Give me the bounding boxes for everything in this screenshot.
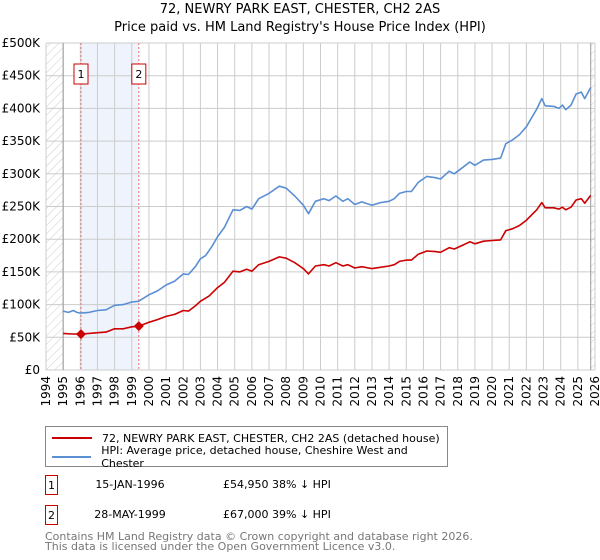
y-tick-label: £400K [2,101,42,115]
chart-legend: 72, NEWRY PARK EAST, CHESTER, CH2 2AS (d… [45,426,448,470]
sale-label: 1 [77,68,84,81]
sale-point [75,329,86,340]
x-tick-label: 2001 [159,376,173,407]
footer-licence: This data is licensed under the Open Gov… [45,540,396,553]
x-tick-label: 2005 [228,376,242,407]
x-tick-label: 1994 [39,376,53,407]
y-tick-label: £300K [2,167,42,181]
x-tick-label: 2013 [365,376,379,407]
x-tick-label: 2003 [193,376,207,407]
x-tick-label: 2006 [245,376,259,407]
legend-item-property: 72, NEWRY PARK EAST, CHESTER, CH2 2AS (d… [52,430,440,446]
x-tick-label: 2009 [296,376,310,407]
x-tick-label: 2017 [434,376,448,407]
x-tick-label: 2026 [588,376,600,407]
x-tick-label: 2010 [314,376,328,407]
x-tick-label: 2000 [142,376,156,407]
series-line-property [63,194,592,335]
legend-item-hpi: HPI: Average price, detached house, Ches… [52,444,447,470]
x-tick-label: 2022 [519,376,533,407]
sale-date: 28-MAY-1999 [94,508,166,521]
legend-label: 72, NEWRY PARK EAST, CHESTER, CH2 2AS (d… [102,431,440,445]
price-chart: £0 £50K £100K £150K £200K £250K £300K £350K £400… [2,36,600,407]
sale-number-badge: 2 [45,505,58,525]
sale-price: £67,000 [223,508,269,521]
x-tick-label: 1997 [90,376,104,407]
x-tick-label: 2015 [399,376,413,407]
x-tick-label: 2021 [502,376,516,407]
x-tick-label: 2024 [554,376,568,407]
sale-label: 2 [135,68,142,81]
sale-price: £54,950 [223,478,269,491]
x-tick-label: 2007 [262,376,276,407]
x-tick-label: 2023 [537,376,551,407]
x-tick-label: 1996 [73,376,87,407]
sale-hpi-diff: 38% ↓ HPI [272,478,331,491]
x-tick-label: 1999 [125,376,139,407]
y-tick-label: £200K [2,232,42,246]
legend-label: HPI: Average price, detached house, Ches… [101,444,408,470]
x-tick-label: 2012 [348,376,362,407]
y-tick-label: £500K [2,36,42,50]
sale-row: 1 15-JAN-1996 £54,950 38% ↓ HPI [45,475,545,497]
x-tick-label: 2016 [416,376,430,407]
y-tick-label: £50K [9,330,41,344]
y-tick-label: £350K [2,134,42,148]
sale-label-box [131,63,147,85]
x-tick-label: 2020 [485,376,499,407]
y-tick-label: £0 [25,363,40,377]
x-tick-label: 2004 [211,376,225,407]
chart-subtitle: Price paid vs. HM Land Registry's House … [114,20,486,35]
legend-swatch-red [52,437,92,439]
sale-number-badge: 1 [45,475,58,495]
sale-date: 15-JAN-1996 [95,478,165,491]
x-tick-label: 2025 [571,376,585,407]
x-tick-label: 1995 [56,376,70,407]
x-tick-label: 1998 [108,376,122,407]
x-tick-label: 2002 [176,376,190,407]
sale-label-box [73,63,89,85]
x-tick-label: 2018 [451,376,465,407]
footer-copyright: Contains HM Land Registry data © Crown c… [45,530,473,543]
sale-row: 2 28-MAY-1999 £67,000 39% ↓ HPI [45,505,545,527]
y-tick-label: £250K [2,200,42,214]
y-tick-label: £150K [2,265,42,279]
legend-swatch-blue [52,456,92,458]
chart-title: 72, NEWRY PARK EAST, CHESTER, CH2 2AS [159,2,441,17]
x-tick-label: 2019 [468,376,482,407]
y-tick-label: £450K [2,69,42,83]
series-line-hpi [63,87,592,314]
y-tick-label: £100K [2,298,42,312]
x-tick-label: 2008 [279,376,293,407]
x-tick-label: 2011 [331,376,345,407]
x-tick-label: 2014 [382,376,396,407]
sale-hpi-diff: 39% ↓ HPI [272,508,331,521]
sale-point [133,321,144,332]
